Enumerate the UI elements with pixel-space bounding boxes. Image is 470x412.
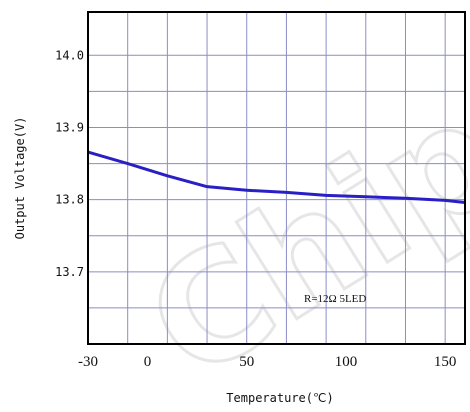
x-tick-label: 0 — [144, 354, 152, 370]
watermark-text: Chipsea — [120, 0, 470, 412]
x-tick-label: 50 — [239, 354, 254, 370]
x-tick-label: 100 — [335, 354, 358, 370]
y-tick-labels: 14.0 13.9 13.8 13.7 — [55, 48, 84, 279]
x-tick-label: 150 — [434, 354, 457, 370]
x-axis-title: Temperature(℃) — [226, 391, 333, 405]
y-tick-label: 13.8 — [55, 193, 84, 207]
y-tick-label: 13.9 — [55, 120, 84, 134]
x-tick-label: -30 — [78, 354, 98, 370]
plot-frame — [87, 11, 466, 345]
gridlines — [87, 12, 465, 344]
y-axis-title: Output Voltage(V) — [13, 117, 27, 240]
series-line — [87, 150, 466, 205]
chart-annotation: R=12Ω 5LED — [304, 293, 366, 305]
y-tick-label: 13.7 — [55, 265, 84, 279]
y-tick-label: 14.0 — [55, 48, 84, 62]
x-tick-labels: -30 0 50 100 150 — [78, 354, 456, 370]
watermark: Chipsea — [118, 0, 470, 412]
series-layer — [87, 150, 466, 205]
